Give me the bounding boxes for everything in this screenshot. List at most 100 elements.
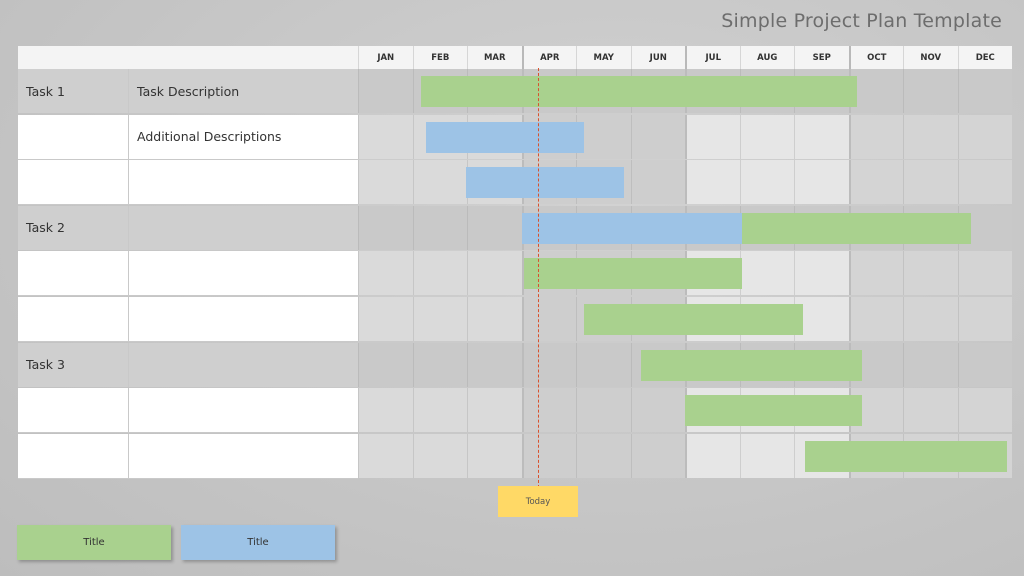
today-label: Today bbox=[498, 486, 578, 517]
gantt-bar-green bbox=[804, 440, 1007, 472]
month-cell bbox=[358, 433, 413, 478]
month-cell bbox=[521, 342, 576, 387]
task-name-cell bbox=[18, 251, 128, 296]
task-name-cell bbox=[18, 297, 128, 341]
month-cell bbox=[957, 114, 1012, 159]
task-description-cell bbox=[128, 205, 358, 250]
month-cell bbox=[957, 69, 1012, 113]
month-cell bbox=[630, 114, 685, 159]
month-header-may: MAY bbox=[576, 46, 631, 69]
gantt-row: Task 3 bbox=[18, 342, 1012, 388]
month-cell bbox=[739, 433, 794, 478]
task-name-cell bbox=[18, 114, 128, 159]
gantt-bar-green bbox=[420, 76, 857, 107]
month-cell bbox=[412, 342, 467, 387]
gantt-row bbox=[18, 251, 1012, 297]
row-divider bbox=[18, 295, 358, 297]
month-cell bbox=[739, 160, 794, 205]
month-cell bbox=[848, 297, 903, 341]
month-cell bbox=[903, 251, 958, 296]
month-cell bbox=[957, 160, 1012, 205]
month-cell bbox=[957, 251, 1012, 296]
month-cell bbox=[358, 251, 413, 296]
month-cell bbox=[412, 160, 467, 205]
month-cell bbox=[685, 114, 740, 159]
task-description-cell bbox=[128, 433, 358, 478]
gantt-bar-blue bbox=[521, 212, 743, 244]
month-header-mar: MAR bbox=[467, 46, 522, 69]
month-cell bbox=[467, 433, 522, 478]
month-cell bbox=[521, 433, 576, 478]
task-name-cell bbox=[18, 160, 128, 205]
row-divider bbox=[18, 204, 358, 206]
month-cell bbox=[412, 205, 467, 250]
month-cell bbox=[903, 69, 958, 113]
month-header-oct: OCT bbox=[848, 46, 903, 69]
month-cell bbox=[358, 342, 413, 387]
task-description-cell: Task Description bbox=[128, 69, 358, 113]
month-cell bbox=[358, 114, 413, 159]
month-cell bbox=[685, 433, 740, 478]
month-header-jul: JUL bbox=[685, 46, 740, 69]
month-cell bbox=[903, 160, 958, 205]
month-cell bbox=[358, 388, 413, 433]
month-cell bbox=[576, 342, 631, 387]
month-cell bbox=[848, 251, 903, 296]
gantt-bar-green bbox=[641, 349, 863, 381]
month-header-aug: AUG bbox=[739, 46, 794, 69]
month-cell bbox=[358, 205, 413, 250]
month-cell bbox=[467, 342, 522, 387]
task-description-cell bbox=[128, 297, 358, 341]
legend-blue-title: Title bbox=[181, 525, 335, 560]
month-header-dec: DEC bbox=[957, 46, 1012, 69]
month-cell bbox=[630, 160, 685, 205]
gantt-row bbox=[18, 388, 1012, 434]
month-cell bbox=[576, 114, 631, 159]
month-cell bbox=[848, 114, 903, 159]
month-header-apr: APR bbox=[521, 46, 576, 69]
legend-green-title: Title bbox=[17, 525, 171, 560]
month-cell bbox=[358, 160, 413, 205]
month-cell bbox=[521, 297, 576, 341]
month-header-nov: NOV bbox=[903, 46, 958, 69]
month-cell bbox=[903, 114, 958, 159]
gantt-bar-green bbox=[584, 304, 804, 335]
month-cell bbox=[412, 388, 467, 433]
task-name-cell: Task 3 bbox=[18, 342, 128, 387]
month-header-jan: JAN bbox=[358, 46, 413, 69]
task-description-cell bbox=[128, 160, 358, 205]
task-description-cell: Additional Descriptions bbox=[128, 114, 358, 159]
task-description-cell bbox=[128, 251, 358, 296]
month-cell bbox=[467, 251, 522, 296]
month-cell bbox=[903, 342, 958, 387]
month-cell bbox=[739, 114, 794, 159]
month-cell bbox=[739, 251, 794, 296]
month-cell bbox=[412, 297, 467, 341]
month-header-feb: FEB bbox=[412, 46, 467, 69]
month-cell bbox=[576, 388, 631, 433]
month-cell bbox=[903, 297, 958, 341]
task-name-cell: Task 2 bbox=[18, 205, 128, 250]
month-header-jun: JUN bbox=[630, 46, 685, 69]
task-name-cell bbox=[18, 433, 128, 478]
month-cell bbox=[412, 251, 467, 296]
row-divider bbox=[18, 158, 358, 160]
row-divider bbox=[18, 432, 358, 434]
month-cell bbox=[630, 388, 685, 433]
month-cell bbox=[957, 388, 1012, 433]
month-header-sep: SEP bbox=[794, 46, 849, 69]
task-description-cell bbox=[128, 388, 358, 433]
month-cell bbox=[794, 114, 849, 159]
gantt-row bbox=[18, 297, 1012, 342]
gantt-bar-blue bbox=[465, 167, 624, 199]
month-cell bbox=[467, 388, 522, 433]
month-cell bbox=[848, 160, 903, 205]
month-cell bbox=[467, 205, 522, 250]
month-cell bbox=[630, 433, 685, 478]
gantt-bar-green bbox=[524, 258, 743, 290]
month-cell bbox=[685, 160, 740, 205]
row-divider bbox=[18, 477, 358, 479]
gantt-bar-blue bbox=[426, 121, 585, 153]
task-name-cell: Task 1 bbox=[18, 69, 128, 113]
month-cell bbox=[794, 251, 849, 296]
